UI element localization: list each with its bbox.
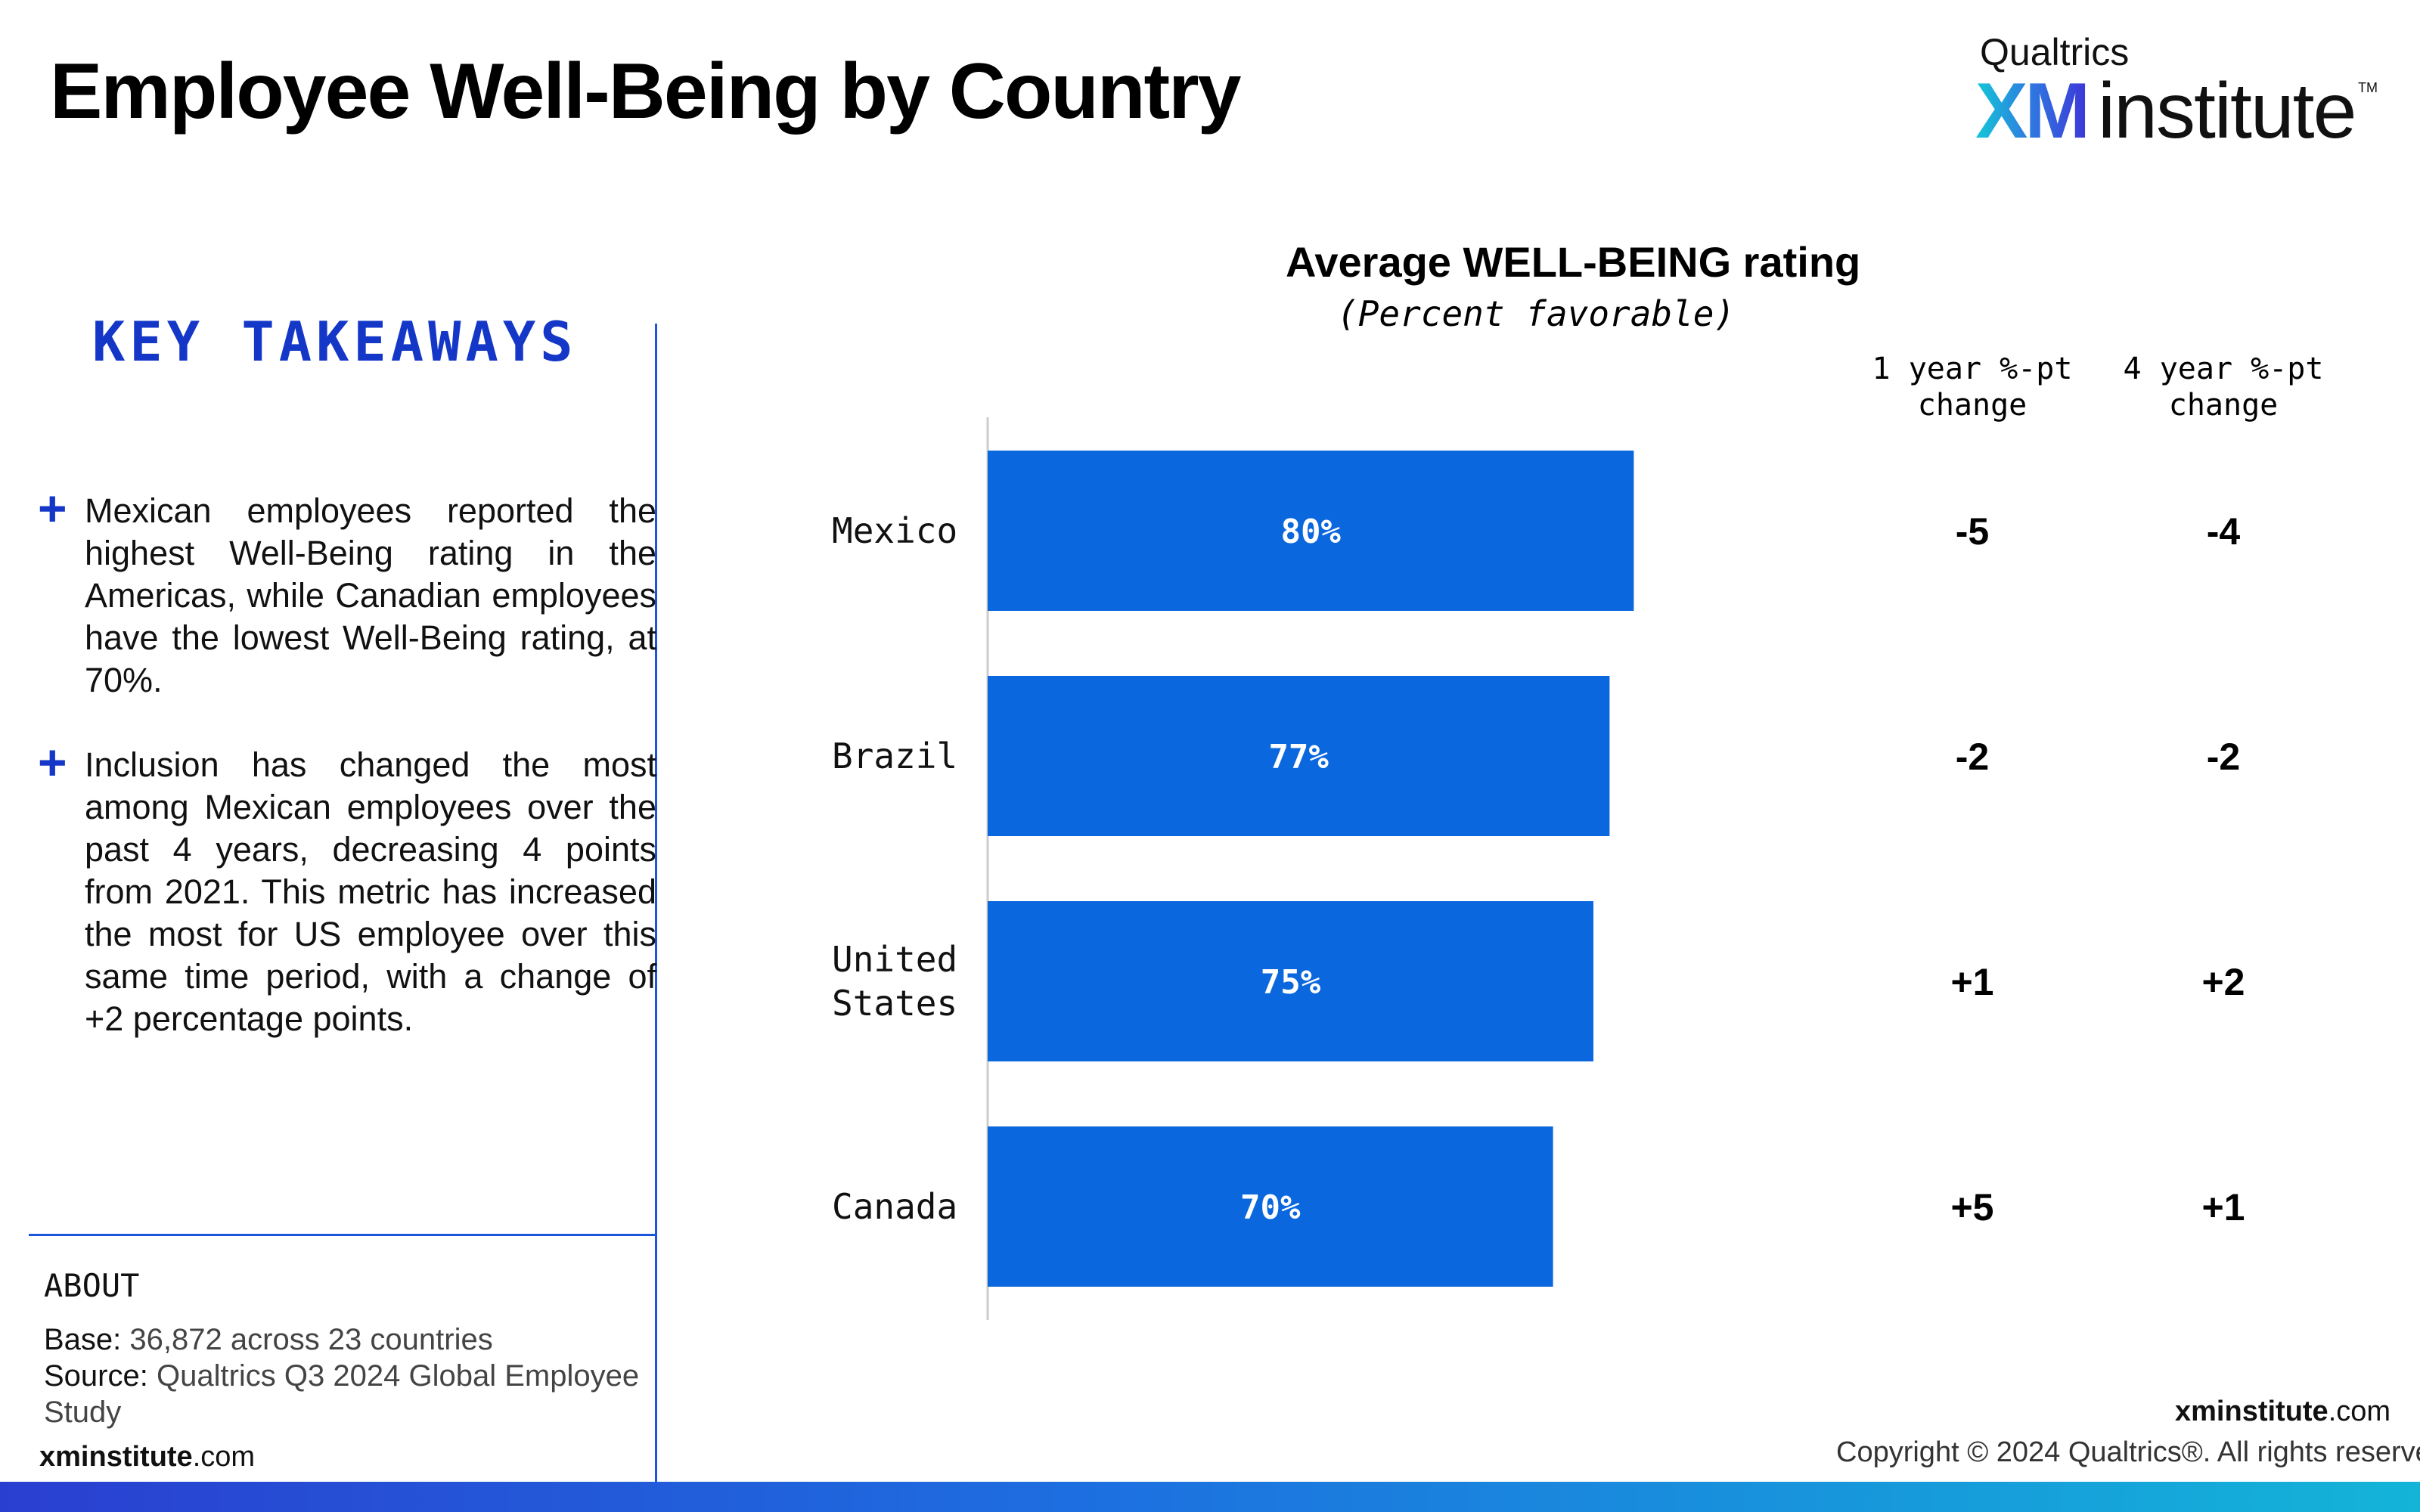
about-source: Source: Qualtrics Q3 2024 Global Employe… bbox=[44, 1358, 641, 1430]
site-link[interactable]: xminstitute.com bbox=[39, 1441, 255, 1473]
about-source-value: Qualtrics Q3 2024 Global Employee Study bbox=[44, 1359, 640, 1429]
logo-xm-mark: XM bbox=[1975, 67, 2090, 155]
change-1yr-value: +1 bbox=[1950, 961, 1993, 1003]
copyright-notice: Copyright © 2024 Qualtrics®. All rights … bbox=[1836, 1436, 2420, 1468]
bar bbox=[988, 1126, 1553, 1287]
data-label: 70% bbox=[1240, 1188, 1301, 1227]
change-4yr-value: -4 bbox=[2207, 510, 2241, 553]
category-label: Mexico bbox=[832, 510, 957, 551]
horizontal-divider bbox=[29, 1234, 656, 1236]
takeaway-text: Mexican employees reported the highest W… bbox=[85, 491, 656, 699]
data-label: 75% bbox=[1261, 963, 1321, 1002]
bar bbox=[988, 451, 1634, 611]
column-header-1yr: 1 year %-pt change bbox=[1872, 352, 2073, 423]
site-link[interactable]: xminstitute.com bbox=[2175, 1396, 2391, 1428]
category-label: Canada bbox=[832, 1186, 957, 1227]
plus-icon: + bbox=[38, 734, 67, 790]
chart-subtitle: (Percent favorable) bbox=[1337, 293, 1736, 334]
data-label: 77% bbox=[1268, 738, 1329, 776]
logo-wordmark: institute bbox=[2098, 67, 2356, 155]
site-link-bold: xminstitute bbox=[2175, 1396, 2328, 1427]
about-base-label: Base: bbox=[44, 1323, 122, 1356]
change-1yr-value: +5 bbox=[1950, 1186, 1993, 1228]
about-base: Base: 36,872 across 23 countries bbox=[44, 1321, 493, 1358]
key-takeaways-heading: KEY TAKEAWAYS bbox=[92, 310, 578, 373]
category-label: Brazil bbox=[832, 736, 957, 776]
column-header-4yr: 4 year %-pt change bbox=[2123, 352, 2324, 423]
logo-company-name: Qualtrics bbox=[1980, 31, 2130, 73]
takeaway-text: Inclusion has changed the most among Mex… bbox=[85, 745, 656, 1038]
about-base-value: 36,872 across 23 countries bbox=[129, 1323, 493, 1356]
change-4yr-value: -2 bbox=[2207, 736, 2240, 778]
site-link-domain: .com bbox=[2328, 1396, 2391, 1427]
site-link-bold: xminstitute bbox=[39, 1441, 193, 1473]
xm-institute-logo: Qualtrics XM institute TM bbox=[1975, 27, 2384, 155]
chart-title: Average WELL-BEING rating bbox=[1286, 238, 1861, 286]
change-1yr-value: -2 bbox=[1956, 736, 1989, 778]
logo-trademark: TM bbox=[2358, 80, 2378, 95]
plus-icon: + bbox=[38, 480, 67, 536]
category-label: States bbox=[832, 983, 957, 1024]
about-label: ABOUT bbox=[44, 1267, 140, 1304]
change-4yr-value: +2 bbox=[2201, 961, 2245, 1003]
page-title: Employee Well-Being by Country bbox=[50, 48, 1241, 135]
vertical-divider bbox=[655, 324, 657, 1482]
bar bbox=[988, 901, 1593, 1061]
bottom-gradient-band bbox=[0, 1482, 2420, 1512]
about-source-label: Source: bbox=[44, 1359, 148, 1393]
site-link-domain: .com bbox=[192, 1441, 256, 1473]
category-label: United bbox=[832, 939, 957, 980]
change-1yr-value: -5 bbox=[1956, 510, 1989, 553]
change-4yr-value: +1 bbox=[2201, 1186, 2245, 1228]
bar bbox=[988, 676, 1610, 836]
data-label: 80% bbox=[1280, 513, 1341, 551]
